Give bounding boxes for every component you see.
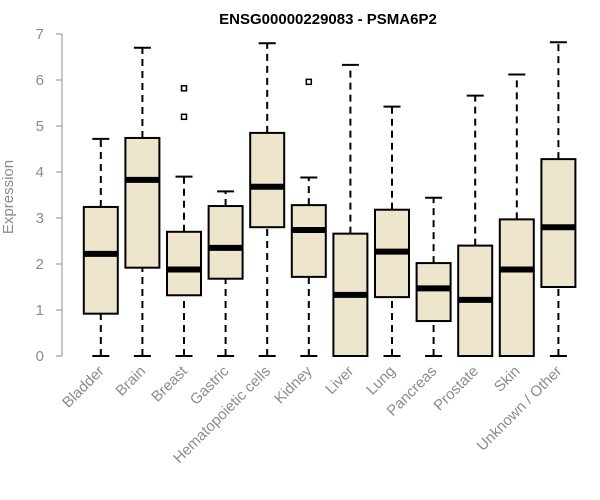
iqr-box [124,136,161,269]
box-breast [166,85,202,357]
box-layer [82,41,577,358]
box-skin [498,73,535,357]
iqr-box [415,262,452,323]
y-tick-label: 3 [36,210,44,227]
y-axis-label: Expression [0,160,17,234]
y-tick-label: 0 [36,348,44,365]
y-tick-label: 2 [36,256,44,273]
box-pancreas [415,196,452,357]
box-lung [374,105,410,357]
y-tick-label: 1 [36,302,44,319]
x-category-label: Brain [112,363,149,400]
iqr-box [290,204,327,278]
iqr-box [207,205,244,280]
y-axis: 0 1 2 3 4 5 6 7 [36,26,63,365]
box-brain [124,46,161,357]
box-hematopoietic-cells [249,42,286,357]
iqr-box [249,131,286,229]
x-category-label: Lung [363,363,399,399]
y-tick-label: 7 [36,26,44,43]
x-category-label: Breast [148,362,191,405]
box-liver [332,63,369,357]
outlier-point [180,85,188,92]
box-gastric [207,190,244,357]
box-unknown-other [540,41,577,357]
x-category-label: Liver [322,363,357,398]
y-tick-label: 6 [36,72,44,89]
iqr-box [540,158,577,288]
iqr-box [498,218,535,357]
y-tick-label: 5 [36,118,44,135]
iqr-box [166,230,202,297]
iqr-box [82,205,119,315]
x-category-label: Bladder [59,363,108,412]
box-prostate [457,94,494,358]
outlier-point [180,113,188,121]
chart-title: ENSG00000229083 - PSMA6P2 [219,11,437,28]
x-category-label: Skin [491,363,524,396]
x-category-label: Prostate [430,363,482,415]
x-category-label: Kidney [271,362,316,407]
outlier-point [305,78,313,86]
box-bladder [82,137,119,357]
y-tick-label: 4 [36,164,44,181]
box-kidney [290,78,327,357]
